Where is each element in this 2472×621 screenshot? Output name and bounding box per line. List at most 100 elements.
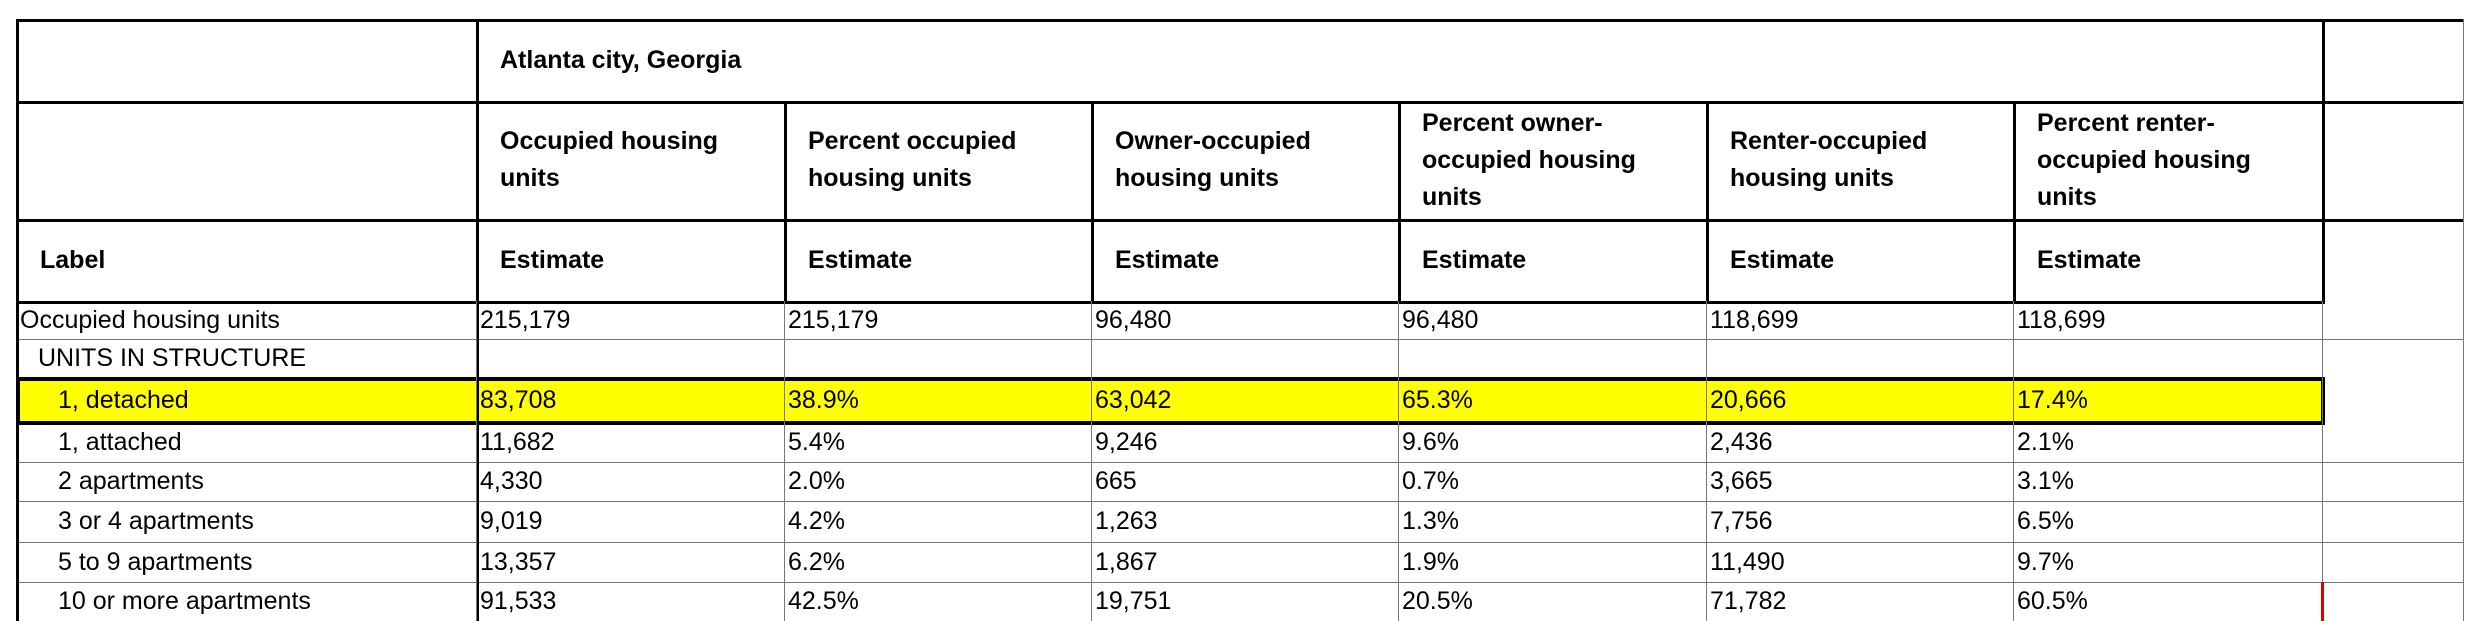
selection-edge-marker <box>2321 582 2324 621</box>
table-cell[interactable]: 1,263 <box>1095 507 1158 535</box>
column-divider-6 <box>2013 101 2016 304</box>
row-divider <box>16 542 2463 543</box>
highlight-border-bottom <box>16 421 2325 425</box>
column-divider-5-body <box>1706 301 1707 621</box>
row-label[interactable]: UNITS IN STRUCTURE <box>38 344 307 372</box>
table-cell[interactable]: 215,179 <box>480 305 571 334</box>
row-label[interactable]: 1, detached <box>58 386 189 414</box>
table-cell[interactable]: 63,042 <box>1095 386 1172 414</box>
row-label[interactable]: 5 to 9 apartments <box>58 547 253 576</box>
row-divider <box>16 339 2463 340</box>
table-cell[interactable]: 4.2% <box>788 507 845 535</box>
table-cell[interactable]: 6.5% <box>2017 507 2074 535</box>
estimate-header-6[interactable]: Estimate <box>2037 245 2142 274</box>
column-divider-3-body <box>1091 301 1092 621</box>
table-cell[interactable]: 13,357 <box>480 547 557 576</box>
table-cell[interactable]: 96,480 <box>1095 305 1172 334</box>
table-cell[interactable]: 38.9% <box>788 386 859 414</box>
column-divider-1-body <box>476 301 477 621</box>
column-header-1[interactable]: Occupied housing units <box>500 127 719 192</box>
table-cell[interactable]: 2.1% <box>2017 428 2074 456</box>
column-divider-7 <box>2322 19 2325 304</box>
row-label[interactable]: Occupied housing units <box>20 305 280 334</box>
table-cell[interactable]: 118,699 <box>2017 305 2106 334</box>
estimate-header-5[interactable]: Estimate <box>1730 245 1835 274</box>
highlight-row-bg <box>16 378 2322 423</box>
table-cell[interactable]: 9,246 <box>1095 428 1158 456</box>
table-cell[interactable]: 3,665 <box>1710 467 1773 495</box>
row-divider <box>16 462 2463 463</box>
table-cell[interactable] <box>480 339 780 378</box>
table-cell[interactable]: 1,867 <box>1095 547 1158 576</box>
table-cell[interactable] <box>1710 339 2009 378</box>
row-label[interactable]: 10 or more apartments <box>58 587 311 615</box>
table-cell[interactable]: 9.6% <box>1402 428 1459 456</box>
table-cell[interactable]: 215,179 <box>788 305 879 334</box>
table-border-top <box>16 19 2463 22</box>
row-label[interactable]: 2 apartments <box>58 467 204 495</box>
header-divider-3 <box>16 301 2322 304</box>
table-cell[interactable]: 5.4% <box>788 428 845 456</box>
table-cell[interactable]: 3.1% <box>2017 467 2074 495</box>
table-cell[interactable]: 60.5% <box>2017 587 2088 615</box>
header-divider-1 <box>16 101 2463 104</box>
label-header[interactable]: Label <box>40 245 106 274</box>
table-cell[interactable]: 2.0% <box>788 467 845 495</box>
table-cell[interactable]: 665 <box>1095 467 1137 495</box>
column-header-2[interactable]: Percent occupied housing units <box>808 127 1017 192</box>
row-label[interactable]: 3 or 4 apartments <box>58 507 254 535</box>
column-divider-5 <box>1706 101 1709 304</box>
column-header-3[interactable]: Owner-occupied housing units <box>1115 127 1311 192</box>
column-divider-6-body <box>2013 301 2014 621</box>
table-cell[interactable]: 6.2% <box>788 547 845 576</box>
table-cell[interactable] <box>1402 339 1702 378</box>
table-cell[interactable]: 19,751 <box>1095 587 1172 615</box>
table-cell[interactable]: 20.5% <box>1402 587 1473 615</box>
table-cell[interactable]: 65.3% <box>1402 386 1473 414</box>
table-cell[interactable]: 71,782 <box>1710 587 1787 615</box>
table-cell[interactable]: 42.5% <box>788 587 859 615</box>
table-cell[interactable] <box>1095 339 1394 378</box>
table-cell[interactable]: 4,330 <box>480 467 543 495</box>
estimate-header-4[interactable]: Estimate <box>1422 245 1527 274</box>
column-divider-2-body <box>784 301 785 621</box>
row-divider <box>16 582 2463 583</box>
table-cell[interactable]: 83,708 <box>480 386 557 414</box>
column-divider-4 <box>1398 101 1401 304</box>
table-cell[interactable]: 1.9% <box>1402 547 1459 576</box>
table-cell[interactable]: 0.7% <box>1402 467 1459 495</box>
column-divider-3 <box>1091 101 1094 304</box>
location-header[interactable]: Atlanta city, Georgia <box>500 45 742 74</box>
table-cell[interactable]: 20,666 <box>1710 386 1787 414</box>
column-header-6[interactable]: Percent renter-occupied housing units <box>2037 108 2251 211</box>
table-cell[interactable]: 2,436 <box>1710 428 1773 456</box>
table-cell[interactable]: 9.7% <box>2017 547 2074 576</box>
table-cell[interactable]: 11,682 <box>480 428 555 456</box>
table-border-left <box>16 19 19 621</box>
estimate-header-3[interactable]: Estimate <box>1115 245 1220 274</box>
estimate-header-1[interactable]: Estimate <box>500 245 605 274</box>
row-divider <box>16 501 2463 502</box>
table-cell[interactable] <box>2017 339 2318 378</box>
table-cell[interactable]: 1.3% <box>1402 507 1459 535</box>
estimate-header-2[interactable]: Estimate <box>808 245 913 274</box>
column-divider-4-body <box>1398 301 1399 621</box>
column-header-5[interactable]: Renter-occupied housing units <box>1730 127 1928 192</box>
table-cell[interactable]: 7,756 <box>1710 507 1773 535</box>
table-cell[interactable]: 118,699 <box>1710 305 1799 334</box>
column-header-4[interactable]: Percent owner-occupied housing units <box>1422 108 1636 211</box>
table-cell[interactable]: 17.4% <box>2017 386 2088 414</box>
highlight-border-right <box>2321 377 2325 424</box>
table-cell[interactable]: 9,019 <box>480 507 543 535</box>
column-divider-1 <box>476 19 479 621</box>
table-cell[interactable]: 11,490 <box>1710 547 1785 576</box>
column-divider-7-body <box>2322 301 2323 621</box>
column-divider-2 <box>784 101 787 304</box>
right-edge-line <box>2463 19 2464 621</box>
table-cell[interactable] <box>788 339 1087 378</box>
table-cell[interactable]: 91,533 <box>480 587 557 615</box>
table-cell[interactable]: 96,480 <box>1402 305 1479 334</box>
row-label[interactable]: 1, attached <box>58 428 182 456</box>
header-divider-2 <box>16 219 2463 222</box>
